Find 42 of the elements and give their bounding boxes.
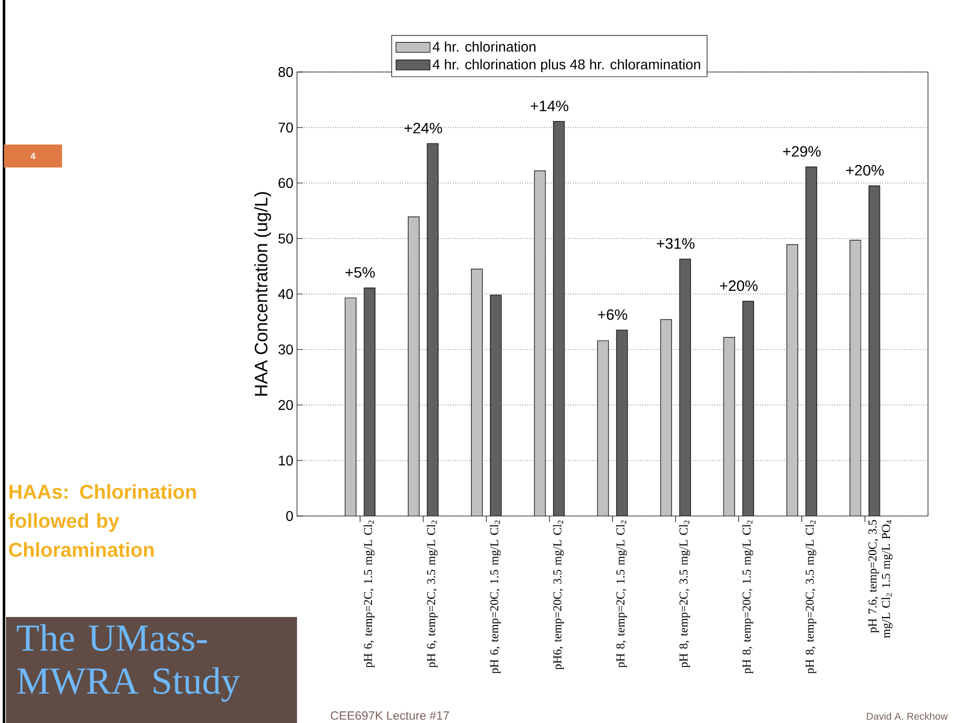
annotation: +31% bbox=[656, 238, 694, 249]
annotation: +5% bbox=[346, 267, 375, 278]
annotation: +29% bbox=[783, 146, 821, 157]
x-tick-label: pH 8, temp=20C, 3.5 mg/L Cl$_{2}$ bbox=[805, 520, 816, 674]
annotation: +20% bbox=[720, 280, 758, 292]
bar bbox=[471, 268, 483, 516]
y-axis-title: HAA Concentration (ug/L) bbox=[254, 192, 272, 396]
bar bbox=[344, 298, 356, 516]
annotation: +6% bbox=[598, 309, 628, 320]
x-tick-label: pH 6, temp=2C, 1.5 mg/L Cl$_{2}$ bbox=[364, 520, 375, 668]
y-tick-label: 10 bbox=[278, 456, 293, 466]
y-tick-label: 50 bbox=[278, 234, 293, 244]
bar bbox=[723, 336, 736, 516]
text: CEE697K Lecture #17 bbox=[330, 711, 449, 720]
legend-label: 4 hr. chlorination plus 48 hr. chloramination bbox=[432, 59, 700, 72]
y-tick-label: 30 bbox=[278, 344, 293, 354]
y-tick-label: 40 bbox=[278, 289, 293, 299]
bar bbox=[786, 244, 798, 516]
legend-label: 4 hr. chlorination bbox=[432, 41, 536, 52]
y-tick-label: 70 bbox=[278, 122, 293, 132]
x-tick-label: pH 6, temp=2C, 3.5 mg/L Cl$_{2}$ bbox=[426, 520, 438, 668]
text: HAAs: Chlorination followed by Chloramination bbox=[8, 484, 196, 557]
annotation: +24% bbox=[404, 122, 442, 134]
bar bbox=[660, 319, 672, 516]
annotation: +20% bbox=[846, 164, 884, 176]
annotation: +14% bbox=[530, 100, 568, 112]
bar bbox=[408, 216, 420, 516]
text: David A. Reckhow bbox=[866, 712, 948, 720]
x-tick-label: pH6, temp=20C, 3.5 mg/L Cl$_{2}$ bbox=[552, 520, 564, 670]
x-tick-label: pH 8, temp=2C, 1.5 mg/L Cl$_{2}$ bbox=[616, 520, 627, 668]
y-tick-label: 80 bbox=[278, 67, 293, 77]
text: The UMass-MWRA Study bbox=[16, 624, 240, 702]
text: 4 bbox=[30, 152, 36, 160]
x-tick-label: pH 6, temp=20C, 1.5 mg/L Cl$_{2}$ bbox=[490, 520, 501, 674]
x-tick-label: pH 8, temp=2C, 3.5 mg/L Cl$_{2}$ bbox=[679, 520, 690, 668]
x-tick-label: pH 8, temp=20C, 1.5 mg/L Cl$_{2}$ bbox=[742, 520, 754, 674]
y-tick-label: 0 bbox=[286, 511, 293, 521]
y-tick-label: 20 bbox=[278, 400, 293, 410]
bar bbox=[597, 340, 609, 516]
y-tick-label: 60 bbox=[278, 178, 293, 188]
bar bbox=[850, 240, 862, 516]
bar bbox=[534, 170, 546, 516]
